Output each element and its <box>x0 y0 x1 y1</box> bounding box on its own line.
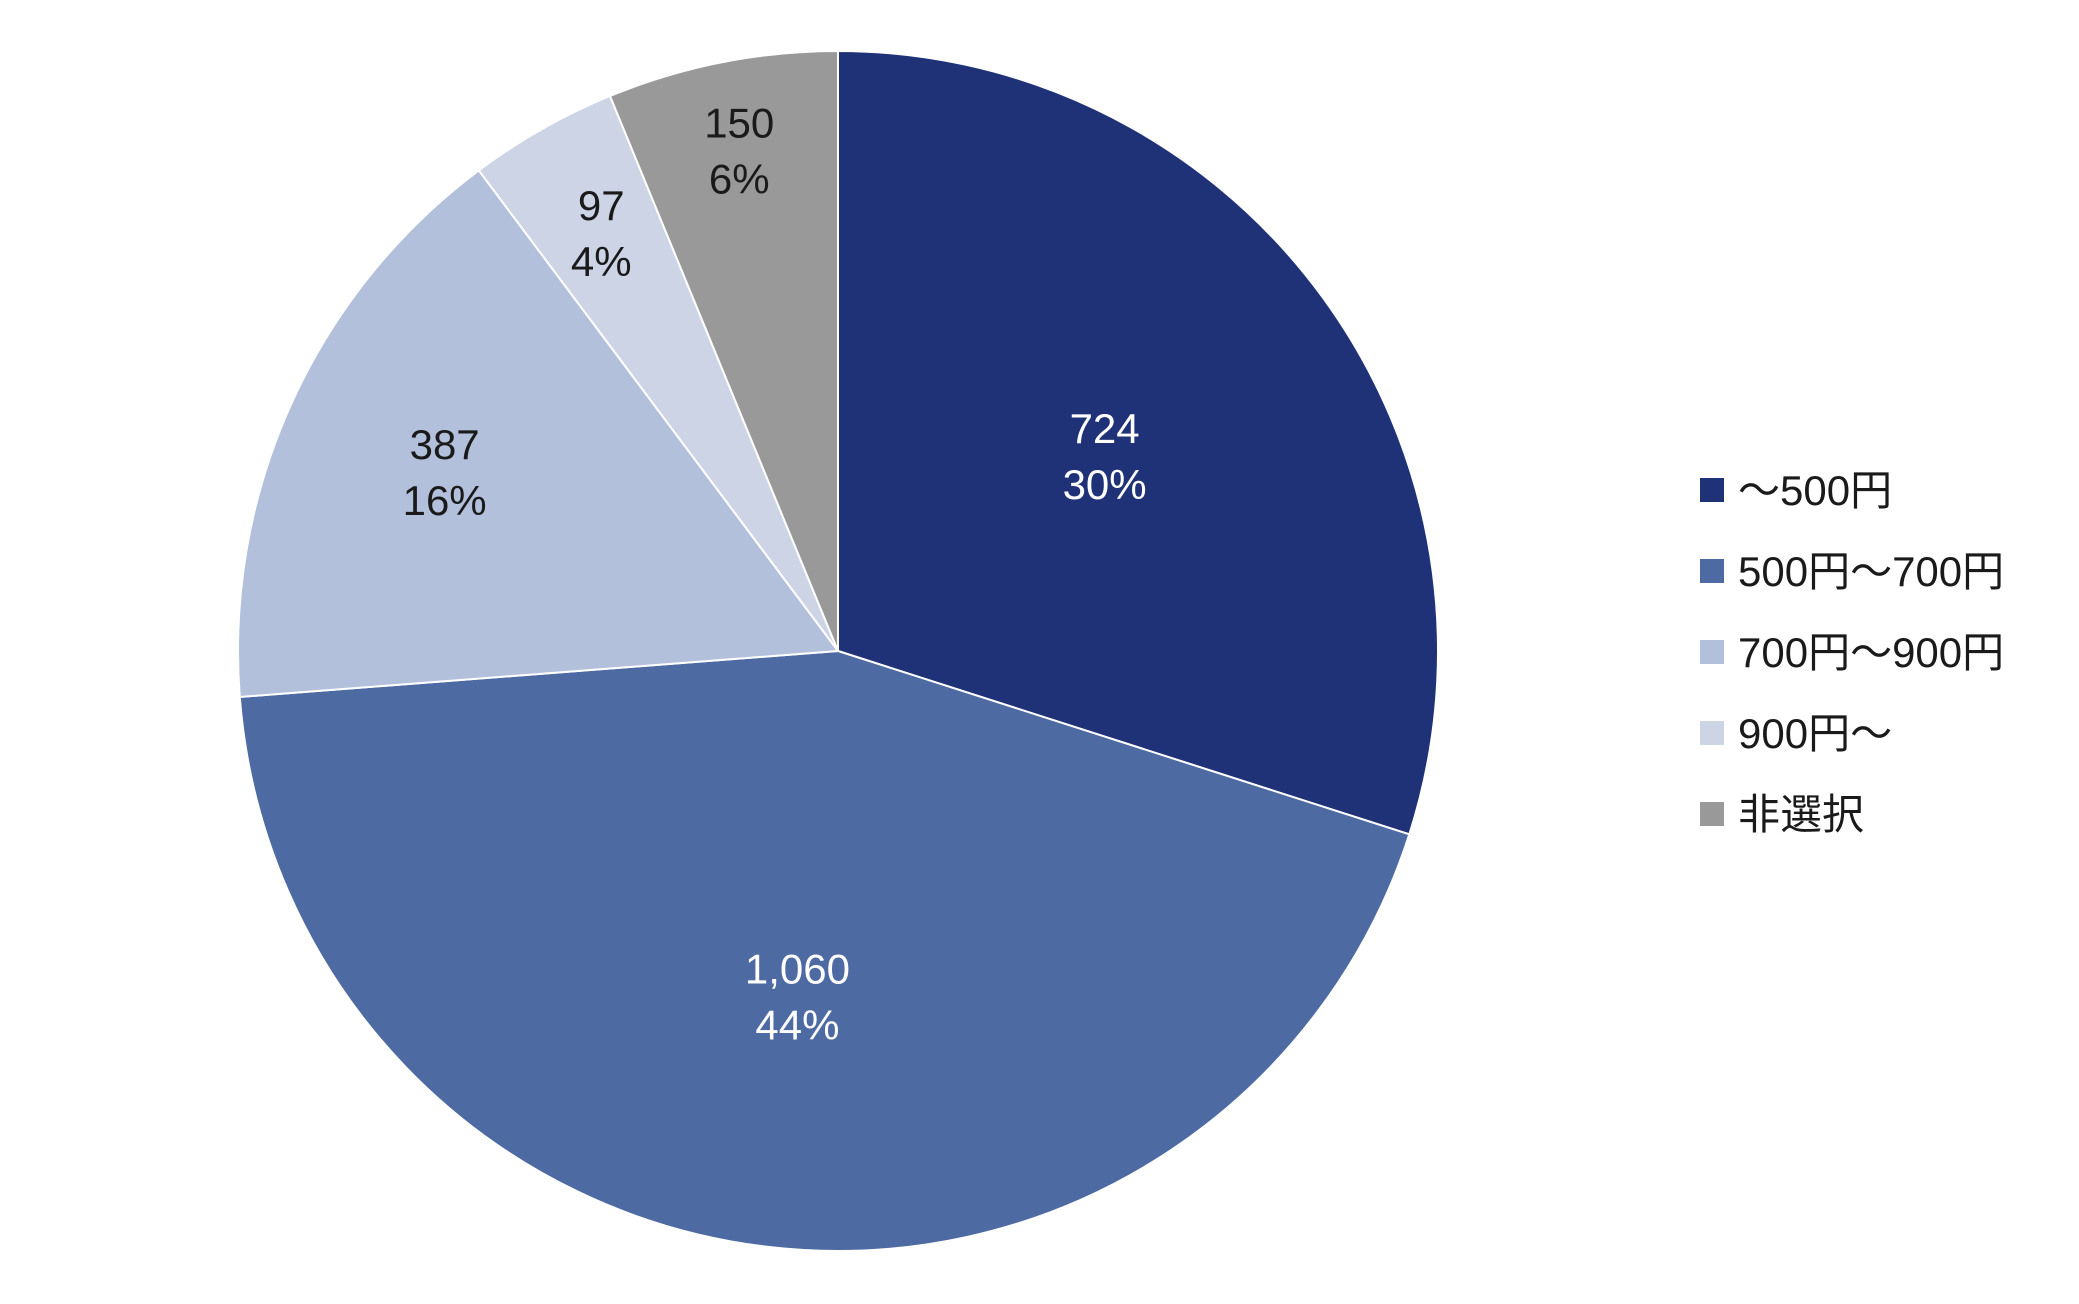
pie-slice-1 <box>837 49 1439 836</box>
legend-label-1: ～500円 <box>1738 467 1892 514</box>
data-label-percent-1: 30% <box>1063 461 1147 508</box>
legend-label-2: 500円～700円 <box>1738 548 2004 595</box>
legend-label-5: 非選択 <box>1738 791 1864 838</box>
pie-data-labels: 724 30% 1,060 44% 387 16% 97 4% 150 6% <box>403 99 1147 1048</box>
data-label-percent-4: 4% <box>571 238 632 285</box>
legend-swatch-2 <box>1700 559 1724 583</box>
legend-label-4: 900円～ <box>1738 710 1892 757</box>
data-label-percent-5: 6% <box>709 155 770 202</box>
pie-slice-3 <box>237 168 840 699</box>
legend-label-3: 700円～900円 <box>1738 629 2004 676</box>
legend: ～500円 500円～700円 700円～900円 900円～ 非選択 <box>1700 467 2004 838</box>
legend-swatch-3 <box>1700 640 1724 664</box>
data-label-percent-2: 44% <box>755 1001 839 1048</box>
legend-swatch-4 <box>1700 721 1724 745</box>
data-label-percent-3: 16% <box>403 477 487 524</box>
legend-swatch-1 <box>1700 478 1724 502</box>
pie-slice-2 <box>238 649 1411 1252</box>
pie-slice-5 <box>608 49 839 652</box>
data-label-value-2: 1,060 <box>745 945 850 992</box>
data-label-value-3: 387 <box>410 421 480 468</box>
data-label-value-1: 724 <box>1070 405 1140 452</box>
data-label-value-4: 97 <box>578 182 625 229</box>
pie-slices <box>237 49 1439 1252</box>
legend-swatch-5 <box>1700 802 1724 826</box>
data-label-value-5: 150 <box>704 99 774 146</box>
